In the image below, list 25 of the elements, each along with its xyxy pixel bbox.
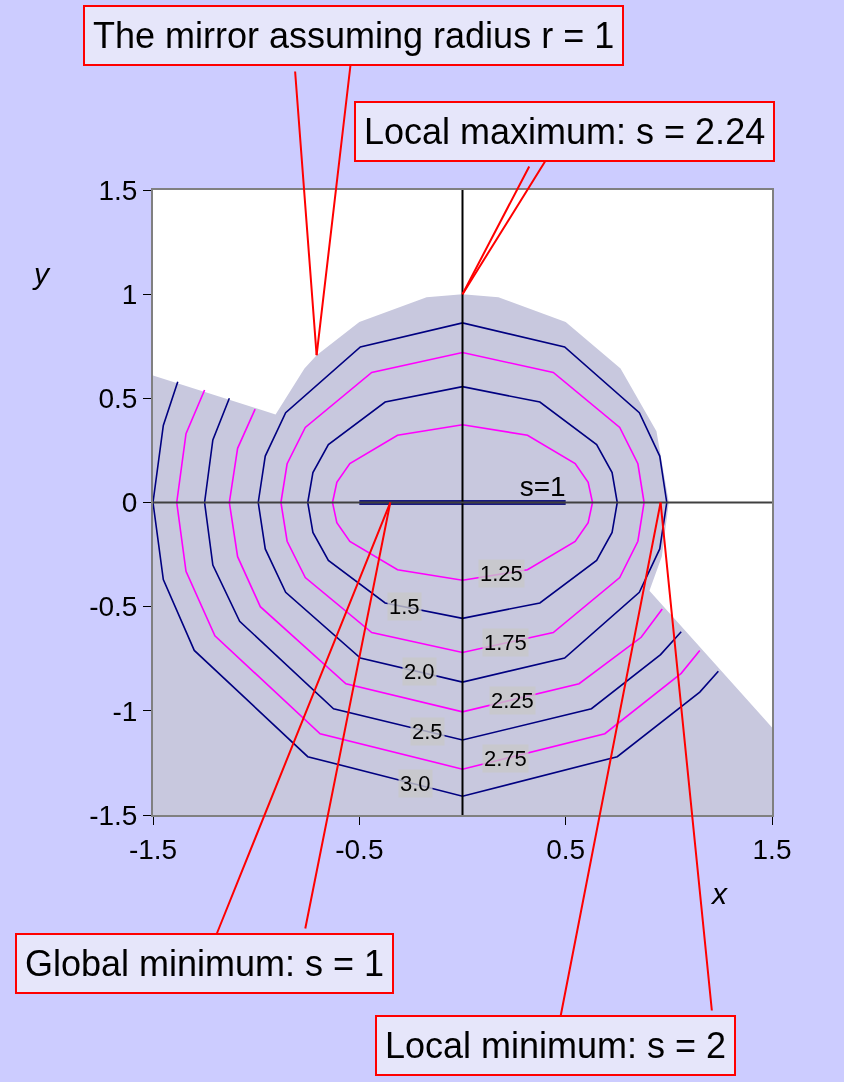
y-tick-label: 0.5 (98, 383, 138, 415)
y-tick-label: 1 (121, 278, 138, 310)
annotation: Global minimum: s = 1 (25, 943, 385, 984)
annotation: 1.75 (484, 630, 527, 655)
series-label: s=1 (519, 470, 566, 502)
x-axis-title: x (710, 877, 728, 910)
annotation: The mirror assuming radius r = 1 (93, 15, 615, 56)
annotation: 1.25 (480, 561, 523, 586)
annotation: 2.25 (491, 688, 534, 713)
annotation: 2.75 (484, 746, 527, 771)
annotation: 2.5 (412, 719, 443, 744)
y-tick-label: -1 (112, 695, 138, 727)
annotation: 2.0 (404, 659, 435, 684)
annotation: 3.0 (400, 771, 431, 796)
y-tick-label: 0 (121, 487, 138, 519)
x-tick-label: -0.5 (335, 833, 384, 865)
annotation: Local maximum: s = 2.24 (364, 111, 766, 152)
annotation: 1.5 (389, 594, 420, 619)
y-tick-label: -1.5 (89, 799, 138, 831)
annotation: Local minimum: s = 2 (385, 1025, 727, 1066)
y-tick-label: 1.5 (98, 174, 138, 206)
x-tick-label: 0.5 (546, 833, 586, 865)
x-tick-label: 1.5 (752, 833, 792, 865)
y-axis-title: y (32, 257, 51, 290)
y-tick-label: -0.5 (89, 591, 138, 623)
